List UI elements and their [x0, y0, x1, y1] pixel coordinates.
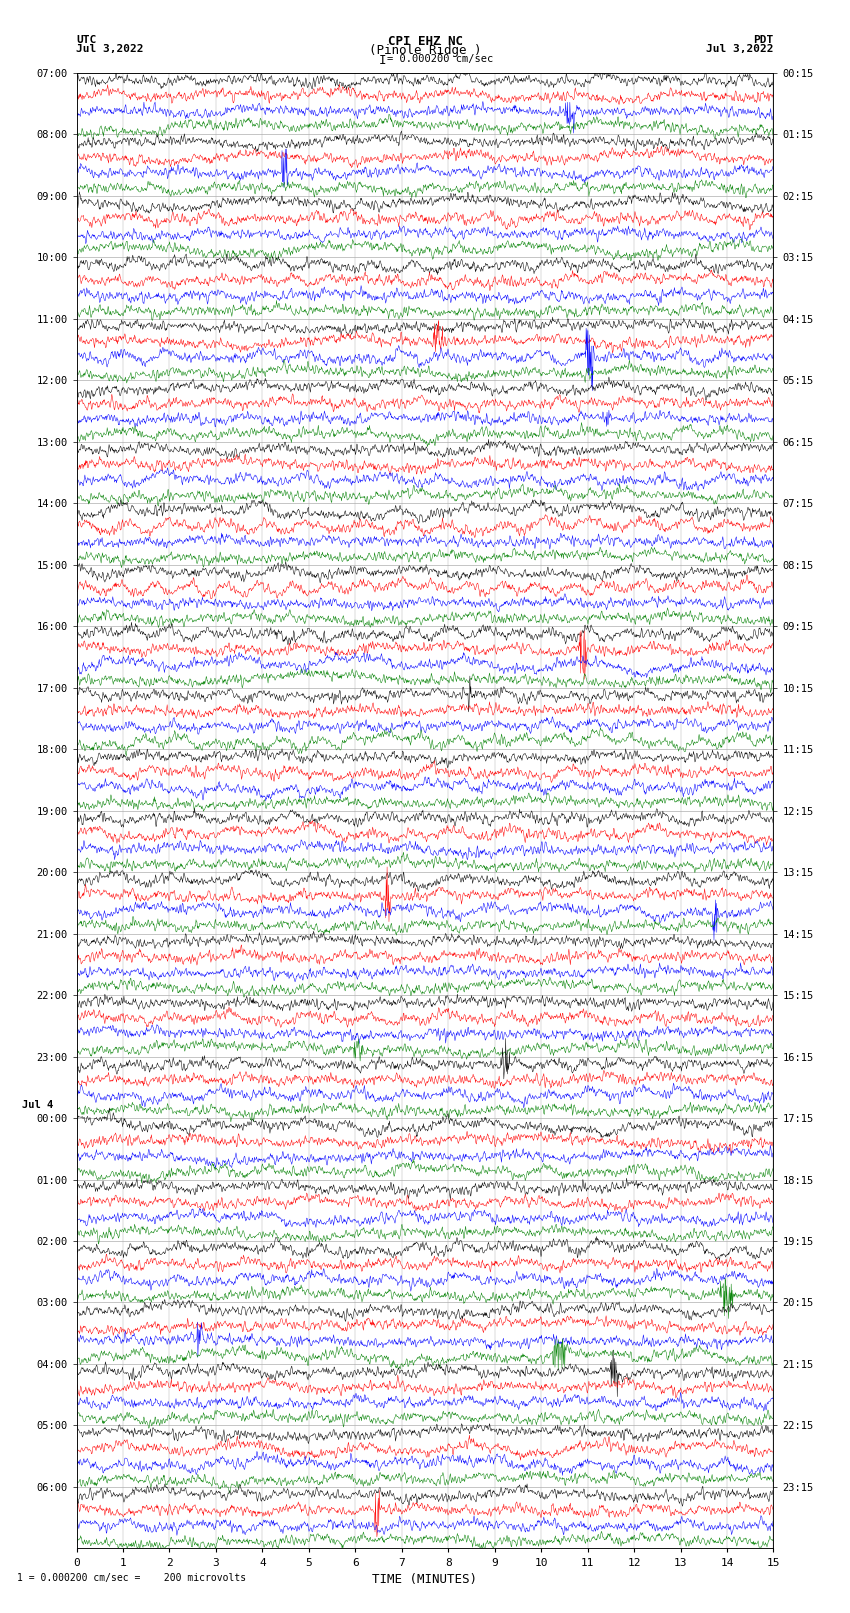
Text: PDT: PDT	[753, 35, 774, 45]
Text: UTC: UTC	[76, 35, 97, 45]
Text: Jul 3,2022: Jul 3,2022	[76, 44, 144, 55]
X-axis label: TIME (MINUTES): TIME (MINUTES)	[372, 1573, 478, 1586]
Text: (Pinole Ridge ): (Pinole Ridge )	[369, 44, 481, 58]
Text: I: I	[378, 53, 386, 68]
Text: Jul 4: Jul 4	[22, 1100, 54, 1110]
Text: = 0.000200 cm/sec: = 0.000200 cm/sec	[387, 53, 493, 65]
Text: CPI EHZ NC: CPI EHZ NC	[388, 35, 462, 48]
Text: Jul 3,2022: Jul 3,2022	[706, 44, 774, 55]
Text: 1 = 0.000200 cm/sec =    200 microvolts: 1 = 0.000200 cm/sec = 200 microvolts	[17, 1573, 246, 1582]
